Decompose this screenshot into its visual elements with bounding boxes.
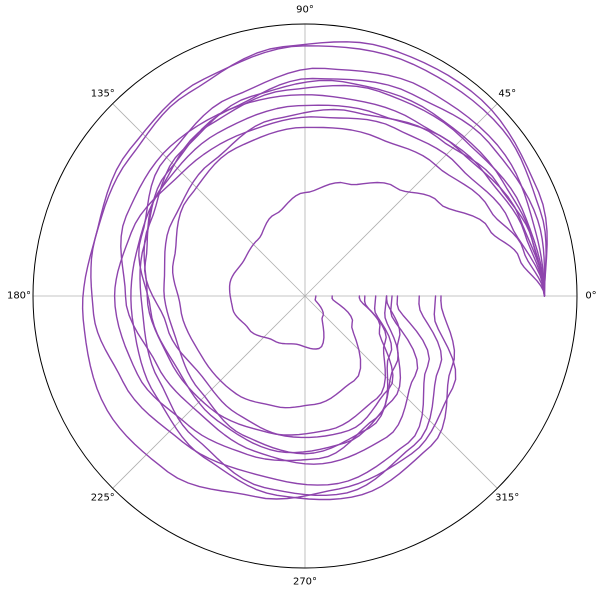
series-curve <box>138 67 546 454</box>
theta-grid-line <box>112 295 306 489</box>
series-curve <box>113 116 546 462</box>
series-end-segment <box>433 295 437 315</box>
series-end-segment <box>390 295 393 312</box>
theta-tick-label: 90° <box>296 5 314 16</box>
series-end-segment <box>384 295 388 314</box>
polar-axis-spine <box>32 23 578 569</box>
theta-tick-label: 270° <box>293 577 317 588</box>
series-curve <box>143 79 546 436</box>
series-curve <box>144 84 546 439</box>
theta-tick-label: 135° <box>91 88 115 99</box>
theta-tick-label: 0° <box>585 291 596 302</box>
series-curves <box>81 41 548 501</box>
series-end-segment <box>314 295 317 301</box>
series-curve <box>172 126 546 409</box>
theta-tick-label: 225° <box>91 493 115 504</box>
series-curve <box>130 104 546 501</box>
theta-grid-line <box>304 295 498 489</box>
theta-tick-label: 180° <box>7 291 31 302</box>
series-curve <box>228 181 546 350</box>
theta-grid-line <box>112 103 306 297</box>
theta-tick-labels: 0° 45° 90° 135° 180° 225° 270° 315° <box>7 5 597 588</box>
theta-tick-label: 45° <box>498 88 516 99</box>
polar-grid <box>33 24 577 568</box>
series-end-segment <box>373 295 377 309</box>
theta-tick-label: 315° <box>495 493 519 504</box>
theta-grid-line <box>304 103 498 297</box>
series-curve <box>163 108 546 455</box>
series-curve <box>90 45 547 486</box>
series-curve <box>81 41 548 500</box>
